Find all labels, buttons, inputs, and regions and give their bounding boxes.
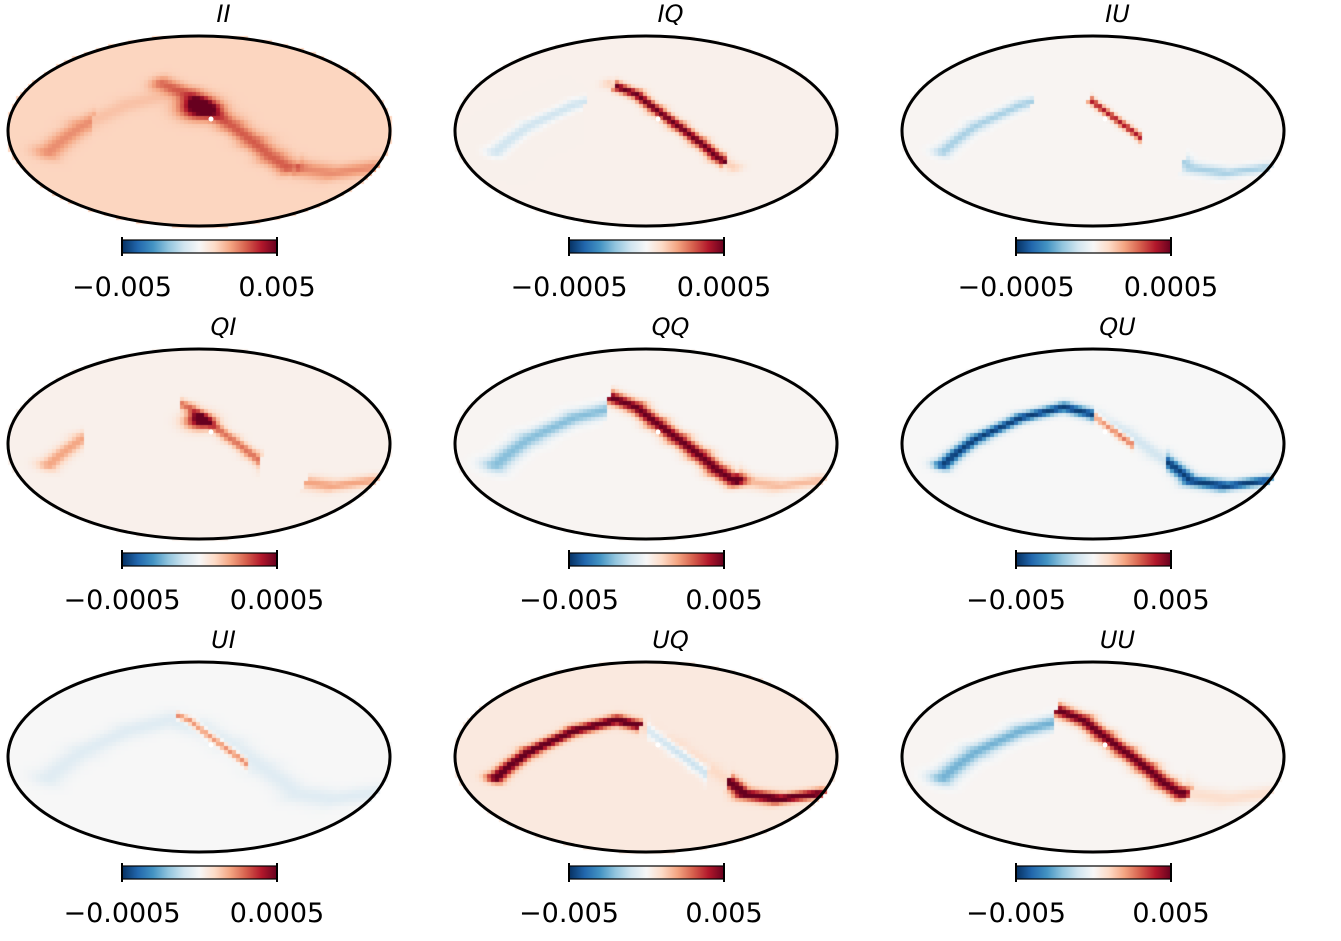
colorbar-max-label: 0.0005 (676, 272, 772, 303)
map-overlay-qi (6, 347, 392, 569)
panel-title: QI (210, 313, 237, 341)
map-panel-uu: UU −0.005 0.005 (894, 626, 1341, 939)
colorbar (121, 865, 278, 880)
map-overlay-qu (900, 347, 1286, 569)
mollweide-heatmap-uu (894, 626, 1341, 886)
colorbar-min-label: −0.0005 (63, 898, 181, 929)
colorbar (568, 552, 725, 567)
map-panel-iq: IQ −0.0005 0.0005 (447, 0, 894, 313)
map-overlay-ii (6, 34, 392, 256)
colorbar-min-label: −0.005 (519, 898, 619, 929)
map-panel-uq: UQ −0.005 0.005 (447, 626, 894, 939)
masked-pixel (1102, 429, 1108, 435)
panel-title: UI (211, 626, 236, 654)
colorbar-min-label: −0.005 (519, 585, 619, 616)
map-panel-qi: QI −0.0005 0.0005 (0, 313, 447, 626)
masked-pixel (655, 429, 661, 435)
colorbar-max-label: 0.0005 (229, 585, 325, 616)
map-overlay-uq (453, 660, 839, 882)
map-overlay-iu (900, 34, 1286, 256)
colorbar (1015, 552, 1172, 567)
map-panel-ii: II −0.005 0.005 (0, 0, 447, 313)
map-outline (900, 347, 1286, 541)
panel-title: IQ (657, 0, 684, 28)
map-panel-qu: QU −0.005 0.005 (894, 313, 1341, 626)
map-panel-qq: QQ −0.005 0.005 (447, 313, 894, 626)
map-panel-iu: IU −0.0005 0.0005 (894, 0, 1341, 313)
colorbar (1015, 865, 1172, 880)
colorbar-min-label: −0.0005 (63, 585, 181, 616)
colorbar-max-label: 0.0005 (1123, 272, 1219, 303)
panel-title: IU (1105, 0, 1130, 28)
masked-pixel (208, 429, 214, 435)
map-outline (900, 660, 1286, 854)
panel-title: QQ (651, 313, 690, 341)
mollweide-heatmap-qi (0, 313, 447, 573)
mollweide-heatmap-iu (894, 0, 1341, 260)
masked-pixel (208, 742, 214, 748)
colorbar-min-label: −0.005 (72, 272, 172, 303)
map-overlay-ui (6, 660, 392, 882)
map-outline (453, 34, 839, 228)
map-overlay-uu (900, 660, 1286, 882)
map-outline (6, 660, 392, 854)
colorbar-max-label: 0.005 (685, 585, 763, 616)
masked-pixel (208, 116, 214, 122)
map-overlay-iq (453, 34, 839, 256)
masked-pixel (1102, 742, 1108, 748)
mollweide-heatmap-uq (447, 626, 894, 886)
map-outline (6, 347, 392, 541)
colorbar-min-label: −0.0005 (510, 272, 628, 303)
mollweide-heatmap-qq (447, 313, 894, 573)
mollweide-heatmap-iq (447, 0, 894, 260)
mollweide-heatmap-ii (0, 0, 447, 260)
map-outline (453, 347, 839, 541)
colorbar-min-label: −0.005 (966, 898, 1066, 929)
colorbar-max-label: 0.005 (238, 272, 316, 303)
colorbar (568, 239, 725, 254)
colorbar (121, 239, 278, 254)
mollweide-heatmap-ui (0, 626, 447, 886)
map-outline (6, 34, 392, 228)
colorbar-min-label: −0.005 (966, 585, 1066, 616)
masked-pixel (1102, 116, 1108, 122)
map-outline (900, 34, 1286, 228)
map-outline (453, 660, 839, 854)
colorbar (1015, 239, 1172, 254)
colorbar-min-label: −0.0005 (957, 272, 1075, 303)
map-overlay-qq (453, 347, 839, 569)
panel-title: UQ (652, 626, 689, 654)
masked-pixel (655, 742, 661, 748)
colorbar-max-label: 0.0005 (229, 898, 325, 929)
colorbar-max-label: 0.005 (685, 898, 763, 929)
panel-title: II (216, 0, 231, 28)
mollweide-heatmap-qu (894, 313, 1341, 573)
colorbar-max-label: 0.005 (1132, 585, 1210, 616)
colorbar-max-label: 0.005 (1132, 898, 1210, 929)
masked-pixel (655, 116, 661, 122)
map-panel-ui: UI −0.0005 0.0005 (0, 626, 447, 939)
colorbar (568, 865, 725, 880)
colorbar (121, 552, 278, 567)
panel-title: UU (1099, 626, 1136, 654)
panel-title: QU (1099, 313, 1136, 341)
